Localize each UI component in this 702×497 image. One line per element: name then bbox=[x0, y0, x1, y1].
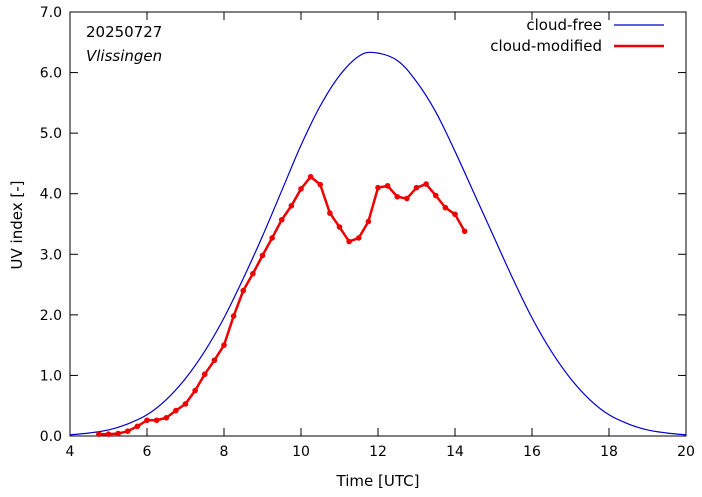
y-tick-label: 0.0 bbox=[40, 429, 62, 445]
data-point bbox=[298, 186, 304, 192]
data-point bbox=[163, 415, 170, 421]
data-point bbox=[269, 235, 275, 241]
data-point bbox=[124, 428, 131, 434]
data-point bbox=[442, 204, 449, 211]
y-tick-label: 4.0 bbox=[40, 187, 62, 203]
y-axis-ticks: 0.0 1.0 2.0 3.0 4.0 5.0 6.0 7.0 bbox=[40, 5, 686, 445]
data-point bbox=[432, 192, 439, 199]
y-tick-label: 2.0 bbox=[40, 308, 62, 324]
legend-label-cloud-free: cloud-free bbox=[526, 16, 602, 34]
data-point bbox=[365, 218, 372, 225]
plot-area: 4 6 8 10 12 14 16 18 20 0.0 1.0 2.0 3.0 4.0 5.0 6.0 7.0 bbox=[40, 5, 695, 460]
data-point bbox=[250, 270, 256, 277]
data-point bbox=[115, 430, 121, 437]
series-line-cloud-modified bbox=[98, 175, 466, 436]
x-axis-title: Time [UTC] bbox=[336, 472, 420, 490]
data-point bbox=[105, 431, 112, 437]
data-point bbox=[461, 228, 468, 235]
data-point bbox=[375, 184, 381, 191]
data-point bbox=[346, 238, 352, 245]
data-point bbox=[317, 181, 324, 188]
date-annotation: 20250727 bbox=[86, 23, 162, 41]
data-point bbox=[336, 224, 343, 230]
data-point bbox=[153, 417, 160, 424]
data-point bbox=[384, 183, 391, 189]
x-tick-label: 14 bbox=[446, 444, 464, 460]
x-tick-label: 8 bbox=[220, 444, 229, 460]
y-tick-label: 5.0 bbox=[40, 126, 62, 142]
data-point bbox=[240, 287, 247, 294]
data-point bbox=[259, 252, 266, 259]
x-tick-label: 16 bbox=[523, 444, 541, 460]
x-tick-label: 20 bbox=[677, 444, 695, 460]
data-point bbox=[327, 210, 333, 216]
x-axis-ticks: 4 6 8 10 12 14 16 18 20 bbox=[66, 12, 695, 460]
series-line-cloud-free bbox=[69, 51, 687, 436]
data-point bbox=[404, 195, 410, 202]
data-point bbox=[182, 401, 189, 407]
x-tick-label: 6 bbox=[143, 444, 152, 460]
data-point bbox=[307, 173, 314, 180]
data-point bbox=[355, 235, 362, 241]
y-tick-label: 6.0 bbox=[40, 66, 62, 82]
plot-frame bbox=[69, 11, 687, 437]
y-tick-label: 1.0 bbox=[40, 368, 62, 384]
x-tick-label: 10 bbox=[292, 444, 310, 460]
data-point bbox=[144, 417, 150, 424]
x-tick-label: 4 bbox=[66, 444, 75, 460]
data-point bbox=[173, 407, 179, 414]
x-tick-label: 18 bbox=[600, 444, 618, 460]
data-point bbox=[394, 193, 401, 200]
data-point bbox=[221, 342, 227, 348]
data-point bbox=[278, 216, 285, 223]
legend-label-cloud-modified: cloud-modified bbox=[490, 37, 602, 55]
data-point bbox=[413, 184, 420, 191]
location-annotation: Vlissingen bbox=[86, 47, 162, 65]
series-layer bbox=[69, 51, 687, 437]
data-point bbox=[452, 211, 458, 218]
data-point bbox=[211, 357, 218, 364]
y-tick-label: 3.0 bbox=[40, 247, 62, 263]
data-point bbox=[230, 313, 237, 319]
data-point bbox=[192, 387, 198, 394]
data-point bbox=[96, 431, 102, 437]
data-point bbox=[201, 371, 208, 378]
x-tick-label: 12 bbox=[369, 444, 387, 460]
y-tick-label: 7.0 bbox=[40, 5, 62, 21]
data-point bbox=[423, 181, 429, 187]
y-axis-title: UV index [-] bbox=[8, 181, 26, 270]
legend: cloud-free cloud-modified bbox=[490, 16, 664, 55]
data-point bbox=[288, 203, 295, 209]
data-point bbox=[134, 423, 141, 430]
